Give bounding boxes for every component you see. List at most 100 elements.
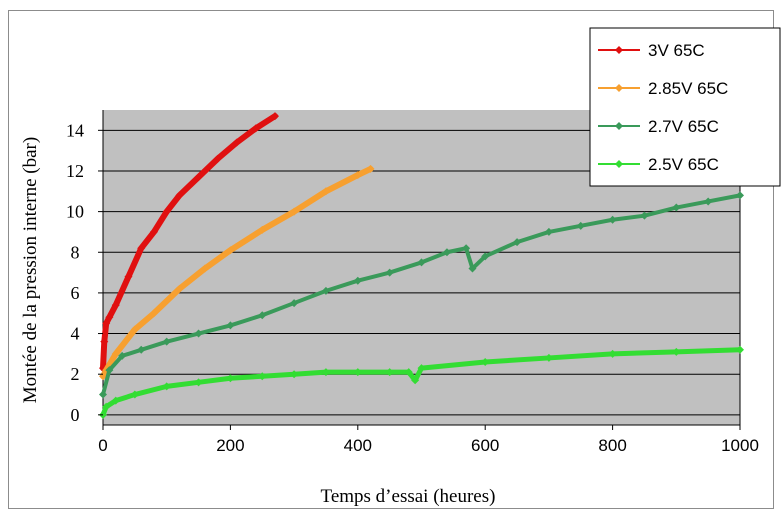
data-point bbox=[366, 164, 375, 173]
data-point bbox=[544, 353, 553, 362]
data-point bbox=[118, 351, 127, 360]
data-point bbox=[736, 191, 744, 200]
data-point bbox=[290, 207, 299, 216]
data-point bbox=[137, 244, 146, 253]
legend-label: 2.7V 65C bbox=[648, 117, 719, 136]
data-point bbox=[321, 286, 330, 295]
y-tick-label: 4 bbox=[71, 324, 80, 344]
data-point bbox=[194, 173, 203, 182]
data-point bbox=[258, 372, 267, 381]
x-tick-label: 400 bbox=[344, 436, 372, 455]
data-point bbox=[251, 124, 260, 133]
data-point bbox=[226, 246, 235, 255]
data-point bbox=[481, 252, 490, 261]
data-point bbox=[608, 349, 617, 358]
y-tick-label: 14 bbox=[66, 120, 84, 140]
legend-marker bbox=[615, 160, 623, 168]
data-point bbox=[100, 337, 109, 346]
data-point bbox=[353, 368, 362, 377]
x-axis-label: Temps d’essai (heures) bbox=[321, 486, 496, 507]
data-point bbox=[608, 215, 617, 224]
data-point bbox=[385, 368, 394, 377]
y-tick-label: 10 bbox=[66, 202, 84, 222]
y-tick-label: 2 bbox=[71, 364, 80, 384]
data-point bbox=[576, 221, 585, 230]
data-point bbox=[111, 301, 120, 310]
data-point bbox=[736, 345, 744, 354]
data-point bbox=[99, 390, 107, 399]
series-layer bbox=[99, 112, 744, 419]
data-point bbox=[175, 191, 184, 200]
x-tick-label: 1000 bbox=[721, 436, 759, 455]
x-tick-label: 0 bbox=[98, 436, 107, 455]
data-point bbox=[111, 396, 120, 405]
x-tick-label: 200 bbox=[216, 436, 244, 455]
data-point bbox=[258, 311, 267, 320]
data-point bbox=[704, 197, 713, 206]
data-point bbox=[513, 238, 522, 247]
data-point bbox=[353, 276, 362, 285]
legend-label: 2.5V 65C bbox=[648, 155, 719, 174]
data-point bbox=[417, 258, 426, 267]
series-2.85v-65c bbox=[99, 164, 375, 381]
data-point bbox=[102, 402, 111, 411]
series-2.7v-65c bbox=[99, 191, 744, 399]
data-point bbox=[162, 382, 171, 391]
data-point bbox=[213, 154, 222, 163]
data-point bbox=[672, 347, 681, 356]
data-point bbox=[481, 358, 490, 366]
data-point bbox=[290, 370, 299, 379]
data-point bbox=[442, 248, 451, 257]
data-point bbox=[105, 313, 114, 322]
legend-label: 3V 65C bbox=[648, 41, 705, 60]
data-point bbox=[175, 284, 184, 293]
data-point bbox=[321, 187, 330, 196]
x-tick-label: 600 bbox=[471, 436, 499, 455]
data-point bbox=[226, 321, 235, 330]
data-point bbox=[162, 207, 171, 216]
data-point bbox=[124, 272, 133, 281]
data-point bbox=[232, 138, 241, 147]
legend-marker bbox=[615, 84, 623, 92]
data-point bbox=[404, 368, 413, 377]
data-point bbox=[194, 329, 203, 338]
data-point bbox=[270, 112, 279, 121]
y-tick-label: 6 bbox=[71, 283, 80, 303]
data-point bbox=[258, 225, 267, 234]
series-3v-65c bbox=[99, 112, 279, 373]
data-point bbox=[149, 227, 158, 236]
data-point bbox=[290, 299, 299, 308]
y-axis-label: Montée de la pression interne (bar) bbox=[20, 137, 41, 403]
data-point bbox=[544, 227, 553, 236]
data-point bbox=[149, 309, 158, 318]
legend-label: 2.85V 65C bbox=[648, 79, 728, 98]
y-axis-ticks: 0 2 4 6 8 10 12 14 bbox=[66, 120, 103, 425]
data-point bbox=[102, 319, 111, 328]
y-tick-label: 0 bbox=[71, 405, 80, 425]
data-point bbox=[105, 366, 114, 375]
data-point bbox=[468, 264, 477, 273]
data-point bbox=[385, 268, 394, 277]
data-point bbox=[137, 345, 146, 354]
data-point bbox=[130, 390, 139, 399]
data-point bbox=[194, 378, 203, 387]
data-point bbox=[417, 364, 426, 373]
data-point bbox=[130, 325, 139, 334]
x-tick-label: 800 bbox=[598, 436, 626, 455]
data-point bbox=[353, 171, 362, 180]
data-point bbox=[111, 349, 120, 358]
series-line bbox=[100, 347, 743, 418]
data-point bbox=[321, 368, 330, 377]
data-point bbox=[640, 211, 649, 220]
data-point bbox=[462, 244, 471, 253]
data-point bbox=[200, 264, 209, 273]
data-point bbox=[672, 203, 681, 212]
legend: 3V 65C 2.85V 65C 2.7V 65C 2.5V 65C bbox=[589, 27, 781, 187]
data-point bbox=[162, 337, 171, 346]
legend-box bbox=[589, 27, 781, 187]
data-point bbox=[411, 376, 420, 385]
y-tick-label: 8 bbox=[71, 242, 80, 262]
legend-marker bbox=[615, 46, 623, 54]
data-point bbox=[226, 374, 235, 383]
